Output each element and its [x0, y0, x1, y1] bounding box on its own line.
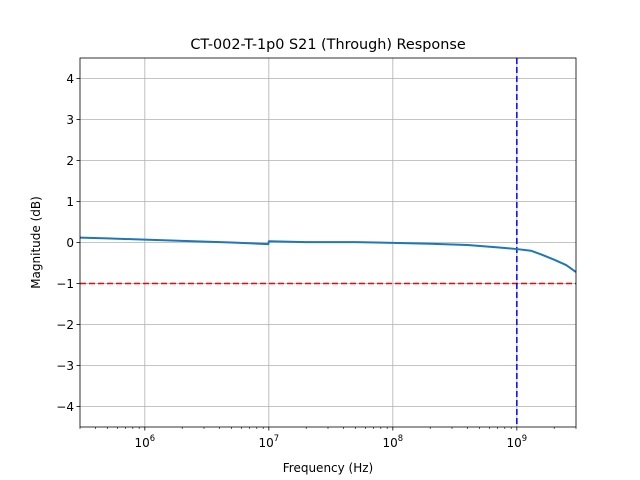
- y-tick-label: −4: [56, 400, 74, 414]
- y-tick-label: −1: [56, 277, 74, 291]
- x-tick-exponent: 8: [398, 433, 403, 443]
- y-tick-label: 3: [66, 113, 74, 127]
- y-axis-label: Magnitude (dB): [29, 196, 43, 289]
- x-tick-label: 106: [135, 433, 156, 450]
- x-tick-exponent: 6: [150, 433, 155, 443]
- y-tick-label: −2: [56, 318, 74, 332]
- x-tick-base: 10: [259, 436, 274, 450]
- y-tick-label: 1: [66, 195, 74, 209]
- y-tick-label: −3: [56, 359, 74, 373]
- y-tick-label: 4: [66, 72, 74, 86]
- chart-title: CT-002-T-1p0 S21 (Through) Response: [190, 37, 466, 53]
- reference-lines: [80, 58, 576, 427]
- series-line: [79, 236, 577, 273]
- series-layer: [79, 236, 577, 273]
- x-tick-exponent: 9: [522, 433, 527, 443]
- x-tick-base: 10: [507, 436, 522, 450]
- x-tick-label: 107: [259, 433, 280, 450]
- x-tick-base: 10: [383, 436, 398, 450]
- y-tick-label: 2: [66, 154, 74, 168]
- x-tick-base: 10: [135, 436, 150, 450]
- x-axis-label: Frequency (Hz): [283, 461, 374, 475]
- x-tick-label: 109: [507, 433, 528, 450]
- y-tick-label: 0: [66, 236, 74, 250]
- x-tick-label: 108: [383, 433, 404, 450]
- x-tick-exponent: 7: [274, 433, 279, 443]
